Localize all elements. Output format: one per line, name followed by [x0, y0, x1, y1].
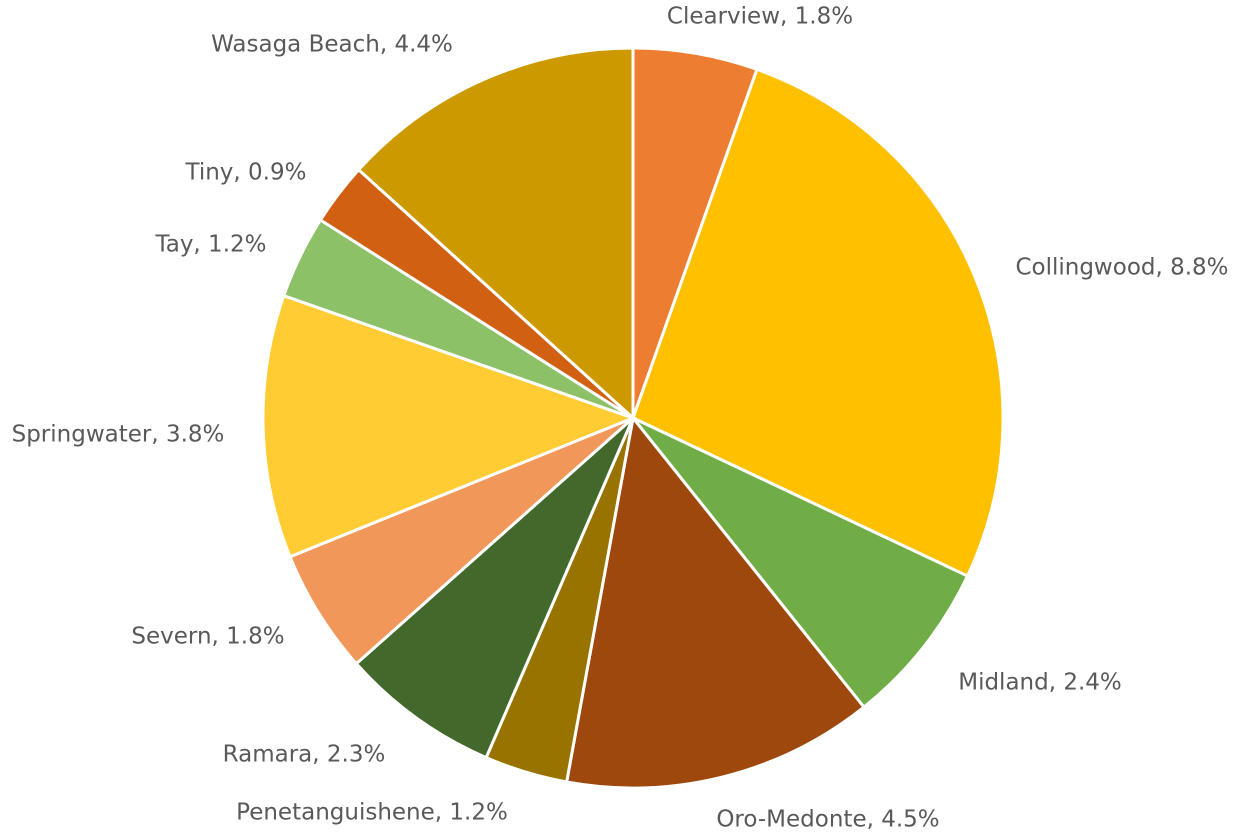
data-label: Wasaga Beach, 4.4%: [211, 32, 453, 58]
pie-slice: [261, 293, 638, 559]
data-label: Ramara, 2.3%: [223, 742, 386, 768]
data-label: Penetanguishene, 1.2%: [236, 800, 508, 826]
data-label: Clearview, 1.8%: [667, 4, 853, 30]
data-label: Oro-Medonte, 4.5%: [716, 807, 939, 833]
data-label: Severn, 1.8%: [131, 624, 284, 650]
pie-slice: [564, 414, 866, 790]
data-label: Collingwood, 8.8%: [1015, 255, 1228, 281]
data-label: Springwater, 3.8%: [12, 422, 225, 448]
data-label: Midland, 2.4%: [958, 670, 1122, 696]
pie-slice: [354, 416, 635, 760]
pie-slice: [631, 416, 970, 710]
pie-slice: [356, 46, 635, 422]
data-label: Tay, 1.2%: [154, 232, 266, 258]
data-label: Tiny, 0.9%: [185, 160, 307, 186]
pie-slice: [631, 67, 1005, 579]
